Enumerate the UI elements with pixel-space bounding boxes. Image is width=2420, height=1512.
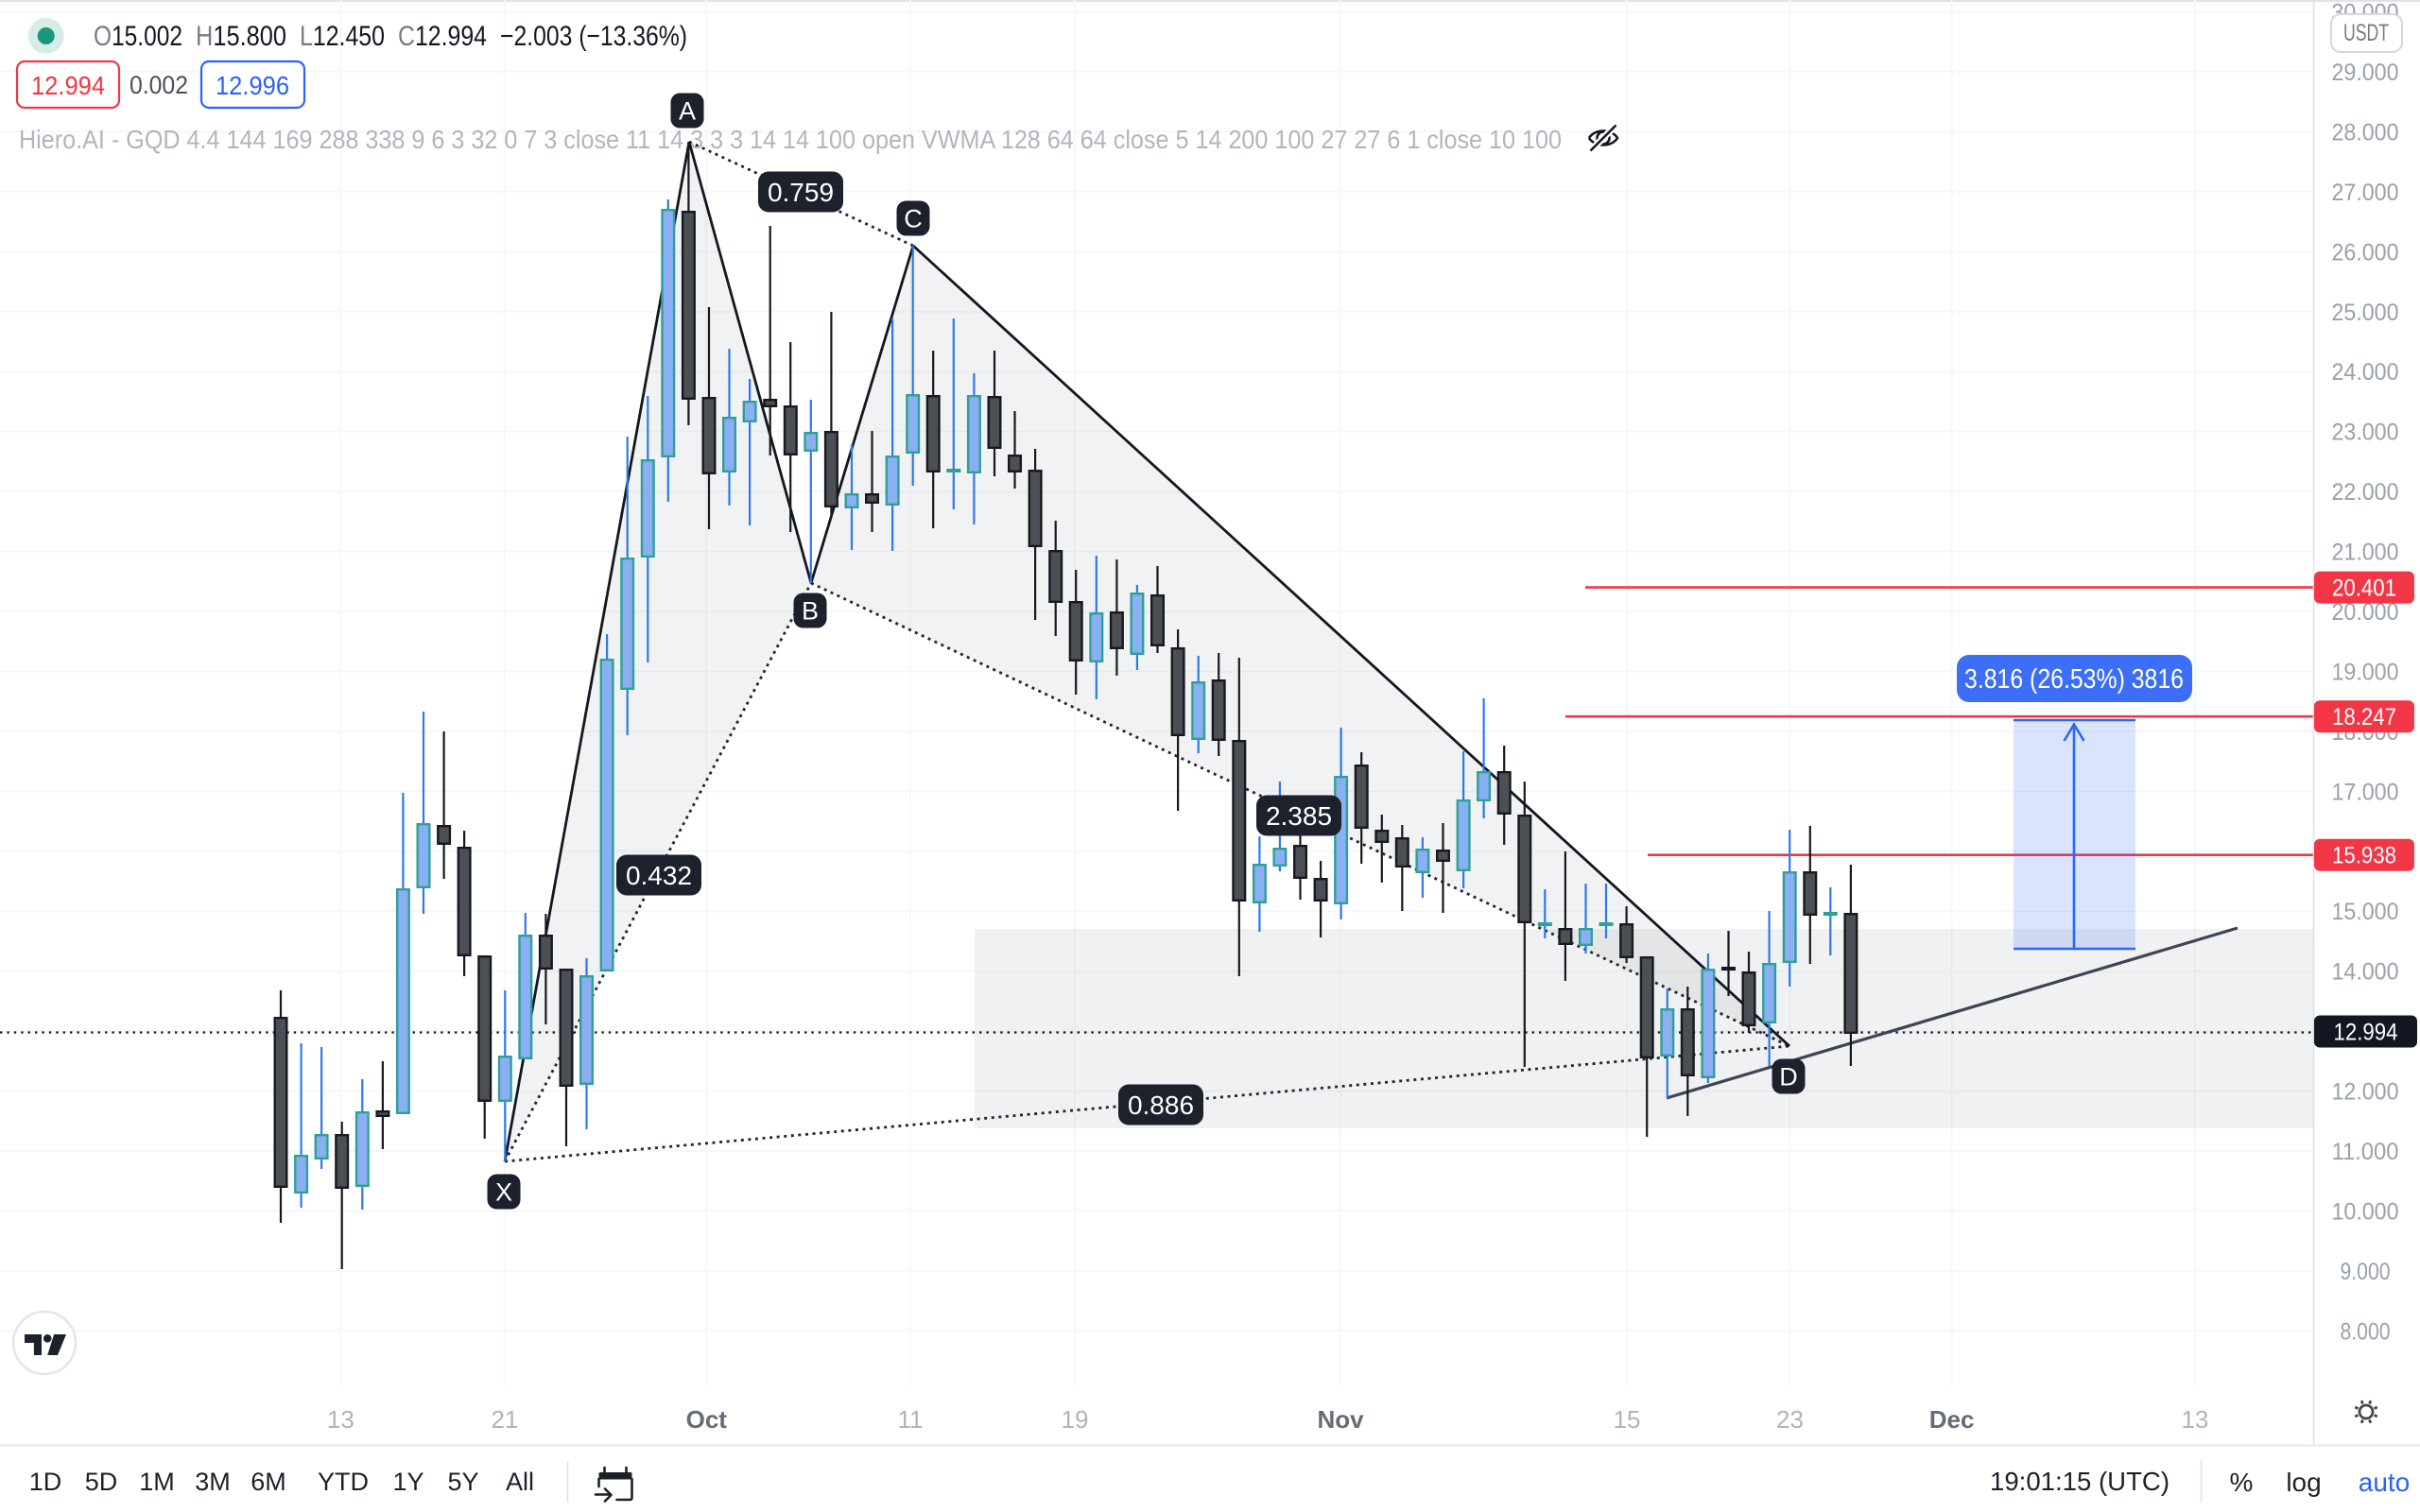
svg-text:23.000: 23.000 (2332, 420, 2399, 446)
svg-text:12.994: 12.994 (2334, 1020, 2398, 1046)
svg-text:C12.994: C12.994 (398, 21, 487, 52)
svg-text:13: 13 (2182, 1405, 2209, 1434)
svg-text:1M: 1M (139, 1468, 175, 1496)
svg-text:0.002: 0.002 (130, 71, 188, 99)
svg-text:3M: 3M (195, 1468, 231, 1496)
svg-text:17.000: 17.000 (2332, 779, 2399, 805)
svg-text:18.247: 18.247 (2332, 704, 2396, 730)
svg-text:Hiero.AI - GQD 4.4 144 169 288: Hiero.AI - GQD 4.4 144 169 288 338 9 6 3… (19, 125, 1562, 154)
svg-text:11.000: 11.000 (2332, 1139, 2399, 1165)
svg-text:O15.002: O15.002 (94, 21, 182, 52)
svg-text:27.000: 27.000 (2332, 180, 2399, 206)
svg-text:15.000: 15.000 (2332, 899, 2399, 925)
svg-text:10.000: 10.000 (2332, 1199, 2399, 1226)
svg-text:3.816 (26.53%) 3816: 3.816 (26.53%) 3816 (1964, 664, 2184, 695)
svg-text:12.000: 12.000 (2332, 1079, 2399, 1106)
svg-text:H15.800: H15.800 (196, 21, 286, 52)
svg-text:22.000: 22.000 (2332, 479, 2399, 506)
svg-text:5D: 5D (85, 1468, 118, 1496)
svg-text:12.996: 12.996 (216, 71, 289, 100)
svg-text:Nov: Nov (1317, 1405, 1364, 1434)
svg-text:0.759: 0.759 (768, 178, 834, 207)
svg-text:15.938: 15.938 (2332, 843, 2396, 869)
svg-text:19: 19 (1062, 1405, 1089, 1434)
svg-text:−2.003 (−13.36%): −2.003 (−13.36%) (500, 21, 687, 52)
svg-text:0.886: 0.886 (1128, 1091, 1194, 1120)
svg-text:9.000: 9.000 (2341, 1259, 2391, 1285)
svg-text:5Y: 5Y (447, 1468, 478, 1496)
svg-text:14.000: 14.000 (2332, 959, 2399, 986)
svg-text:26.000: 26.000 (2332, 239, 2399, 266)
svg-text:20.000: 20.000 (2332, 599, 2399, 626)
svg-text:log: log (2286, 1468, 2321, 1497)
svg-text:%: % (2230, 1468, 2254, 1497)
svg-text:20.401: 20.401 (2332, 576, 2396, 602)
svg-text:12.994: 12.994 (31, 71, 105, 100)
svg-text:2.385: 2.385 (1266, 801, 1332, 831)
svg-text:1D: 1D (29, 1468, 62, 1496)
svg-text:YTD: YTD (318, 1468, 369, 1496)
svg-text:11: 11 (898, 1405, 924, 1434)
svg-text:1Y: 1Y (392, 1468, 424, 1496)
svg-text:8.000: 8.000 (2341, 1318, 2391, 1345)
svg-text:B: B (802, 596, 819, 625)
svg-text:19:01:15 (UTC): 19:01:15 (UTC) (1990, 1467, 2169, 1496)
svg-text:D: D (1779, 1062, 1798, 1091)
svg-text:21: 21 (491, 1405, 518, 1434)
svg-text:auto: auto (2359, 1468, 2411, 1497)
svg-text:X: X (495, 1177, 512, 1206)
svg-text:USDT: USDT (2343, 20, 2389, 46)
svg-text:29.000: 29.000 (2332, 60, 2399, 86)
svg-text:25.000: 25.000 (2332, 300, 2399, 326)
svg-text:A: A (679, 96, 696, 125)
svg-text:0.432: 0.432 (626, 861, 692, 890)
svg-text:23: 23 (1776, 1405, 1804, 1434)
svg-text:C: C (904, 204, 923, 232)
svg-text:13: 13 (327, 1405, 354, 1434)
svg-text:24.000: 24.000 (2332, 359, 2399, 386)
svg-text:6M: 6M (251, 1468, 286, 1496)
svg-text:Dec: Dec (1929, 1405, 1975, 1434)
svg-text:All: All (506, 1468, 534, 1496)
svg-text:15: 15 (1614, 1405, 1641, 1434)
svg-text:19.000: 19.000 (2332, 660, 2399, 686)
svg-text:21.000: 21.000 (2332, 540, 2399, 566)
svg-text:L12.450: L12.450 (300, 21, 385, 52)
svg-text:28.000: 28.000 (2332, 119, 2399, 146)
svg-text:Oct: Oct (686, 1405, 728, 1434)
